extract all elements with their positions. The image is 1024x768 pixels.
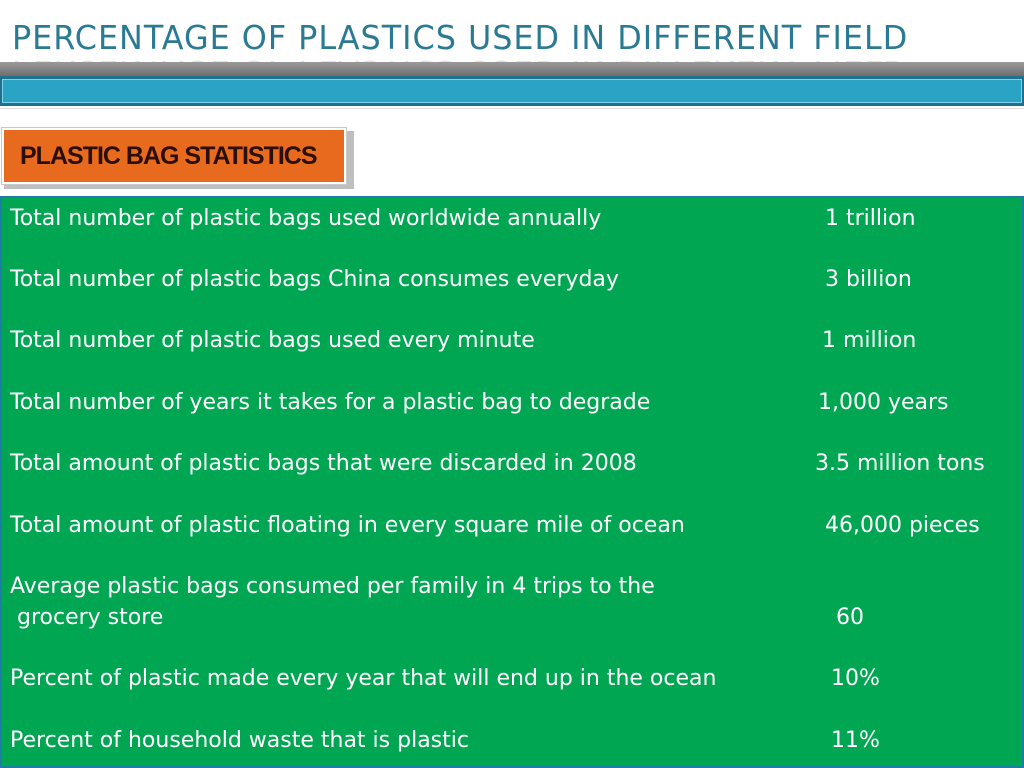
stat-value: 1 million bbox=[822, 328, 917, 353]
stat-label: Total amount of plastic bags that were d… bbox=[10, 451, 637, 476]
stat-label: Percent of household waste that is plast… bbox=[10, 728, 469, 753]
stat-value: 11% bbox=[831, 728, 880, 753]
blue-divider-inner bbox=[2, 79, 1022, 103]
stat-value: 1 trillion bbox=[825, 206, 916, 231]
stat-label: Average plastic bags consumed per family… bbox=[10, 574, 655, 630]
stat-label: Percent of plastic made every year that … bbox=[10, 666, 717, 691]
title-area: PERCENTAGE OF PLASTICS USED IN DIFFERENT… bbox=[0, 0, 1024, 62]
stat-label: Total number of years it takes for a pla… bbox=[10, 390, 651, 415]
thin-divider-line bbox=[0, 108, 1024, 109]
stat-label: Total number of plastic bags used every … bbox=[10, 328, 535, 353]
gray-divider-band bbox=[0, 62, 1024, 76]
slide-title: PERCENTAGE OF PLASTICS USED IN DIFFERENT… bbox=[12, 18, 909, 57]
stat-value: 46,000 pieces bbox=[825, 513, 980, 538]
section-badge-label: PLASTIC BAG STATISTICS bbox=[20, 142, 318, 170]
stat-value: 60 bbox=[836, 605, 864, 630]
statistics-panel bbox=[0, 196, 1024, 768]
stat-value: 1,000 years bbox=[818, 390, 949, 415]
section-badge bbox=[1, 127, 347, 185]
stat-value: 10% bbox=[831, 666, 880, 691]
stat-value: 3.5 million tons bbox=[815, 451, 985, 476]
stat-label: Total number of plastic bags used worldw… bbox=[10, 206, 602, 231]
stat-value: 3 billion bbox=[825, 267, 912, 292]
stat-label: Total number of plastic bags China consu… bbox=[10, 267, 619, 292]
stat-label: Total amount of plastic floating in ever… bbox=[10, 513, 685, 538]
